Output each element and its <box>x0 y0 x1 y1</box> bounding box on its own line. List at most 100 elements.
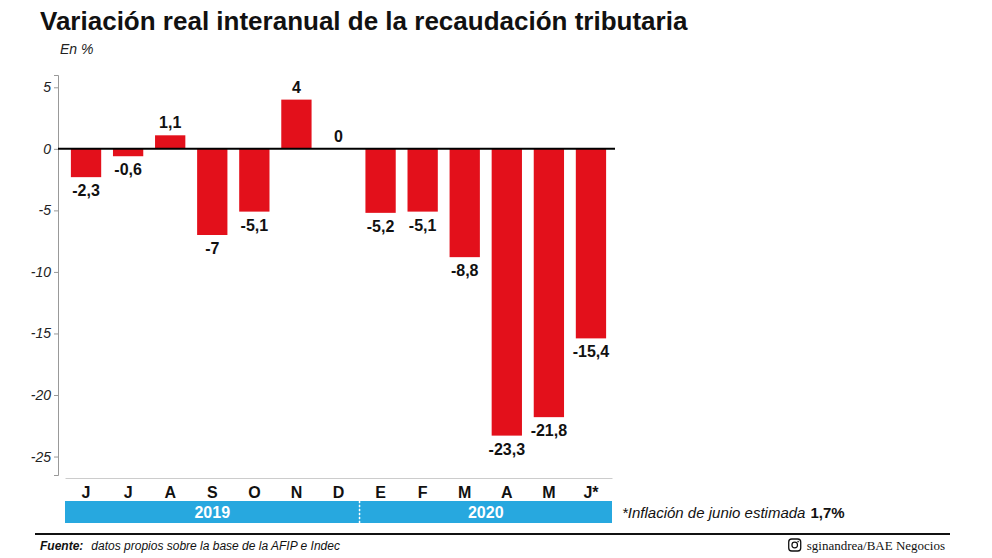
y-tick-mark <box>54 333 58 334</box>
data-label: -5,2 <box>367 218 395 235</box>
y-tick-label: 5 <box>43 79 51 95</box>
data-label: -5,1 <box>241 217 269 234</box>
y-tick-mark <box>54 87 58 88</box>
data-label: -15,4 <box>573 343 610 360</box>
x-tick-label: J <box>124 484 133 501</box>
x-tick: S <box>207 478 218 501</box>
source-label: Fuente: <box>40 539 83 553</box>
group-label: 2019 <box>194 504 230 521</box>
source-text: datos propios sobre la base de la AFIP e… <box>91 539 340 553</box>
data-label: 1,1 <box>159 114 181 131</box>
note-value: 1,7% <box>810 504 844 521</box>
y-tick: -25 <box>31 449 58 465</box>
y-tick-label: -10 <box>31 264 51 280</box>
plot-area <box>58 100 615 436</box>
bar <box>576 149 606 339</box>
x-tick: N <box>291 478 303 501</box>
x-tick-label: J <box>82 484 91 501</box>
bar <box>281 100 311 149</box>
note: *Inflación de junio estimada 1,7% <box>622 504 845 521</box>
x-axis-line <box>66 478 613 479</box>
x-tick-label: N <box>291 484 303 501</box>
footer-rule <box>35 533 950 535</box>
x-tick: O <box>248 478 260 501</box>
x-tick: J <box>82 478 91 501</box>
chart-svg: Variación real interanual de la recaudac… <box>0 0 992 558</box>
x-tick-label: O <box>248 484 260 501</box>
x-tick: J* <box>583 478 599 501</box>
credit-icon <box>789 539 801 551</box>
x-tick-label: S <box>207 484 218 501</box>
chart-container: Variación real interanual de la recaudac… <box>0 0 992 558</box>
group-label: 2020 <box>468 504 504 521</box>
data-label: -7 <box>205 240 219 257</box>
y-tick-label: -25 <box>31 449 51 465</box>
x-tick-label: E <box>375 484 386 501</box>
bar <box>239 149 269 212</box>
source: Fuente: datos propios sobre la base de la… <box>40 539 340 553</box>
credit-icon-dot <box>797 541 799 543</box>
x-tick-label: J* <box>583 484 599 501</box>
y-axis: -25 -20 -15 -10 -5 0 5 <box>31 76 59 476</box>
bar <box>492 149 522 436</box>
credit-icon-lens <box>792 542 798 548</box>
x-tick-label: F <box>418 484 428 501</box>
note-text: *Inflación de junio estimada <box>622 504 805 521</box>
data-label: -21,8 <box>531 422 568 439</box>
y-tick-mark <box>54 395 58 396</box>
x-tick: A <box>501 478 513 501</box>
x-tick: J <box>124 478 133 501</box>
x-tick: M <box>458 478 471 501</box>
background <box>0 0 992 558</box>
y-tick: -20 <box>31 387 58 403</box>
x-tick: F <box>418 478 428 501</box>
bar <box>365 149 395 213</box>
x-tick: D <box>333 478 345 501</box>
x-tick-label: D <box>333 484 345 501</box>
group-band <box>360 501 612 523</box>
bar <box>450 149 480 257</box>
y-tick: 0 <box>43 141 58 157</box>
y-tick-mark <box>54 210 58 211</box>
y-tick-label: -5 <box>39 202 52 218</box>
x-tick: A <box>164 478 176 501</box>
x-tick-label: A <box>164 484 176 501</box>
x-axis: J J A S O N D E F M A M J* <box>66 478 613 501</box>
y-tick-mark <box>54 149 58 150</box>
credit: sginandrea/BAE Negocios <box>807 538 945 553</box>
x-tick-label: M <box>542 484 555 501</box>
group-band <box>65 501 360 523</box>
data-label: -5,1 <box>409 217 437 234</box>
y-tick-label: -15 <box>31 325 51 341</box>
data-label: -23,3 <box>489 441 526 458</box>
x-tick-label: A <box>501 484 513 501</box>
bar <box>197 149 227 235</box>
y-axis-title: En % <box>60 41 93 57</box>
data-labels: -2,3 -0,6 1,1 -7 -5,1 4 0 -5,2 -5,1 -8,8 -23,3 -21,… <box>72 79 609 458</box>
zero-line <box>58 148 615 150</box>
bar <box>113 149 143 156</box>
data-label: -0,6 <box>114 161 142 178</box>
bar <box>155 135 185 149</box>
y-tick-mark <box>54 457 58 458</box>
x-tick: E <box>375 478 386 501</box>
x-groups: 2019 2020 <box>65 501 612 523</box>
y-tick-label: -20 <box>31 387 51 403</box>
data-label: -2,3 <box>72 182 100 199</box>
bar <box>71 149 101 177</box>
y-tick: -10 <box>31 264 58 280</box>
y-tick: -15 <box>31 325 58 341</box>
bar <box>534 149 564 417</box>
title: Variación real interanual de la recaudac… <box>40 6 688 36</box>
data-label: 0 <box>334 128 343 145</box>
data-label: -8,8 <box>451 262 479 279</box>
credit-icon-frame <box>789 539 801 551</box>
x-tick-label: M <box>458 484 471 501</box>
y-tick: 5 <box>43 79 58 95</box>
x-tick: M <box>542 478 555 501</box>
group-divider <box>359 501 361 523</box>
data-label: 4 <box>292 79 301 96</box>
y-tick-mark <box>54 272 58 273</box>
y-tick: -5 <box>39 202 58 218</box>
bar <box>408 149 438 212</box>
